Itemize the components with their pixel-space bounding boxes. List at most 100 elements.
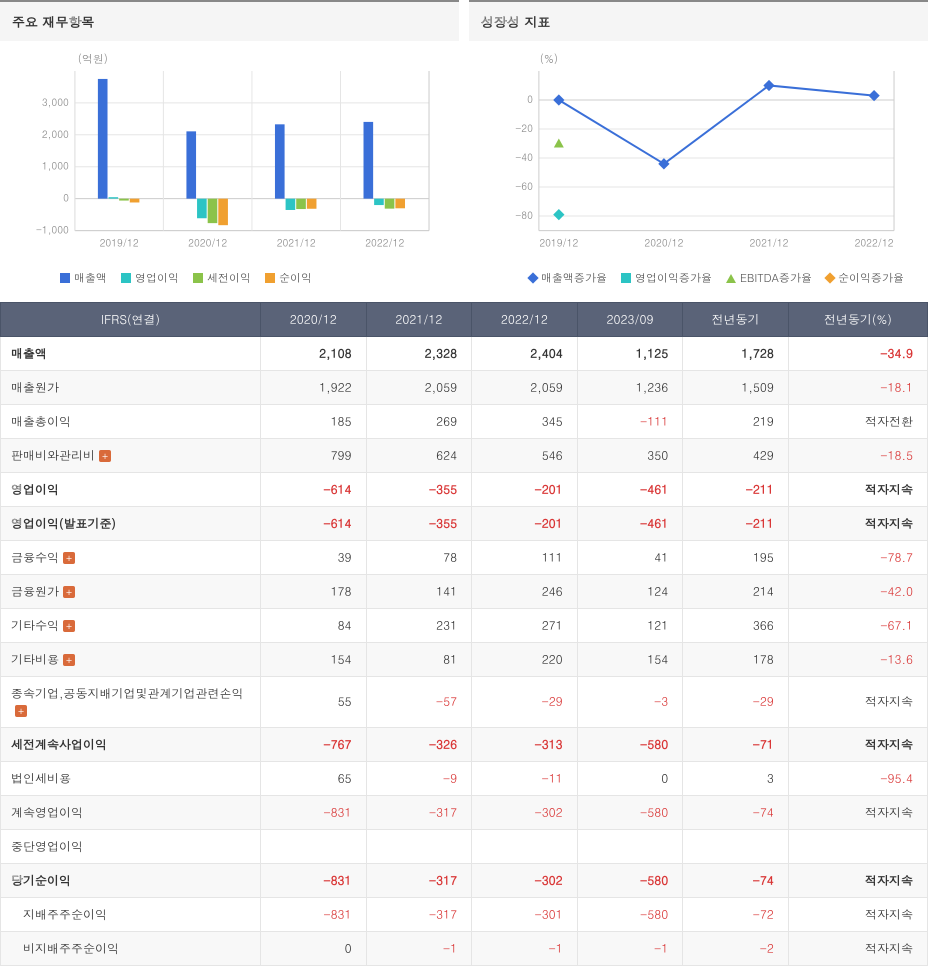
table-cell: -580 [577, 897, 683, 931]
legend-swatch [824, 272, 835, 283]
svg-text:2,000: 2,000 [42, 127, 69, 141]
row-label: 계속영업이익 [1, 795, 261, 829]
table-cell [788, 829, 927, 863]
table-cell: 154 [577, 642, 683, 676]
svg-text:2021/12: 2021/12 [749, 236, 788, 250]
row-label: 기타비용+ [1, 642, 261, 676]
right-panel-title: 성장성 지표 [469, 0, 928, 41]
table-cell: 적자지속 [788, 727, 927, 761]
table-cell: -313 [472, 727, 578, 761]
table-cell: 적자지속 [788, 897, 927, 931]
table-row: 금융원가+178141246124214-42.0 [1, 574, 928, 608]
svg-text:-1,000: -1,000 [36, 223, 69, 237]
table-cell: 141 [366, 574, 472, 608]
legend-item: 순이익증가율 [826, 271, 904, 286]
table-cell: 799 [261, 438, 367, 472]
expand-icon[interactable]: + [63, 586, 75, 598]
table-cell: -13.6 [788, 642, 927, 676]
table-cell: 1,922 [261, 370, 367, 404]
table-cell: 111 [472, 540, 578, 574]
table-cell: -614 [261, 506, 367, 540]
table-cell: -1 [577, 931, 683, 965]
legend-item: 순이익 [265, 271, 312, 286]
table-row: 판매비와관리비+799624546350429-18.5 [1, 438, 928, 472]
table-cell: 214 [683, 574, 789, 608]
table-cell: -831 [261, 795, 367, 829]
table-cell: -74 [683, 863, 789, 897]
expand-icon[interactable]: + [63, 654, 75, 666]
legend-item: 매출액 [60, 271, 107, 286]
table-row: 비지배주주순이익0-1-1-1-2적자지속 [1, 931, 928, 965]
table-cell: -355 [366, 506, 472, 540]
expand-icon[interactable]: + [63, 620, 75, 632]
table-cell: 2,059 [472, 370, 578, 404]
table-row: 법인세비용65-9-1103-95.4 [1, 761, 928, 795]
table-cell: 154 [261, 642, 367, 676]
svg-text:-60: -60 [515, 179, 533, 193]
line-chart: (%)-80-60-40-2002019/122020/122021/12202… [489, 51, 908, 261]
svg-text:3,000: 3,000 [42, 95, 69, 109]
table-cell: 3 [683, 761, 789, 795]
table-row: 세전계속사업이익-767-326-313-580-71적자지속 [1, 727, 928, 761]
left-panel: 주요 재무항목 (억원)-1,00001,0002,0003,0002019/1… [0, 0, 459, 296]
col-header: IFRS(연결) [1, 302, 261, 336]
table-cell: 124 [577, 574, 683, 608]
table-cell: 적자지속 [788, 506, 927, 540]
row-label: 당기순이익 [1, 863, 261, 897]
legend-swatch [265, 273, 275, 283]
table-row: 매출액2,1082,3282,4041,1251,728-34.9 [1, 336, 928, 370]
table-cell [683, 829, 789, 863]
table-cell: 0 [577, 761, 683, 795]
table-row: 기타비용+15481220154178-13.6 [1, 642, 928, 676]
bar-chart: (억원)-1,00001,0002,0003,0002019/122020/12… [20, 51, 439, 261]
table-cell: -18.5 [788, 438, 927, 472]
table-cell: -72 [683, 897, 789, 931]
legend-label: 세전이익 [207, 271, 251, 286]
row-label: 기타수익+ [1, 608, 261, 642]
table-cell: 269 [366, 404, 472, 438]
expand-icon[interactable]: + [63, 552, 75, 564]
table-cell: -2 [683, 931, 789, 965]
legend-swatch [60, 273, 70, 283]
table-cell: -580 [577, 795, 683, 829]
svg-text:-20: -20 [515, 121, 533, 135]
row-label: 매출액 [1, 336, 261, 370]
svg-text:-40: -40 [515, 150, 533, 164]
table-cell: 2,328 [366, 336, 472, 370]
legend-label: 매출액 [74, 271, 107, 286]
svg-text:2020/12: 2020/12 [644, 236, 683, 250]
svg-text:2019/12: 2019/12 [100, 236, 139, 250]
expand-icon[interactable]: + [15, 705, 27, 717]
table-cell: 적자지속 [788, 863, 927, 897]
table-cell [261, 829, 367, 863]
table-cell: -461 [577, 472, 683, 506]
svg-text:(억원): (억원) [78, 52, 108, 67]
expand-icon[interactable]: + [99, 450, 111, 462]
table-cell: 546 [472, 438, 578, 472]
table-cell: 220 [472, 642, 578, 676]
right-panel: 성장성 지표 (%)-80-60-40-2002019/122020/12202… [469, 0, 928, 296]
col-header: 전년동기 [683, 302, 789, 336]
table-cell: 2,108 [261, 336, 367, 370]
table-cell: -580 [577, 863, 683, 897]
table-row: 금융수익+397811141195-78.7 [1, 540, 928, 574]
table-cell: -78.7 [788, 540, 927, 574]
table-cell: -201 [472, 472, 578, 506]
table-cell: 195 [683, 540, 789, 574]
table-cell: 2,059 [366, 370, 472, 404]
table-cell: 185 [261, 404, 367, 438]
table-cell: -326 [366, 727, 472, 761]
svg-text:2022/12: 2022/12 [855, 236, 894, 250]
table-cell: 350 [577, 438, 683, 472]
table-cell: 1,125 [577, 336, 683, 370]
table-cell: 84 [261, 608, 367, 642]
svg-text:(%): (%) [540, 52, 558, 67]
table-cell: 246 [472, 574, 578, 608]
table-cell: 55 [261, 676, 367, 727]
financial-table-wrap: IFRS(연결)2020/122021/122022/122023/09전년동기… [0, 302, 928, 966]
legend-label: 매출액증가율 [541, 271, 607, 286]
row-label: 종속기업,공동지배기업및관계기업관련손익+ [1, 676, 261, 727]
row-label: 세전계속사업이익 [1, 727, 261, 761]
table-cell: -767 [261, 727, 367, 761]
row-label: 금융수익+ [1, 540, 261, 574]
